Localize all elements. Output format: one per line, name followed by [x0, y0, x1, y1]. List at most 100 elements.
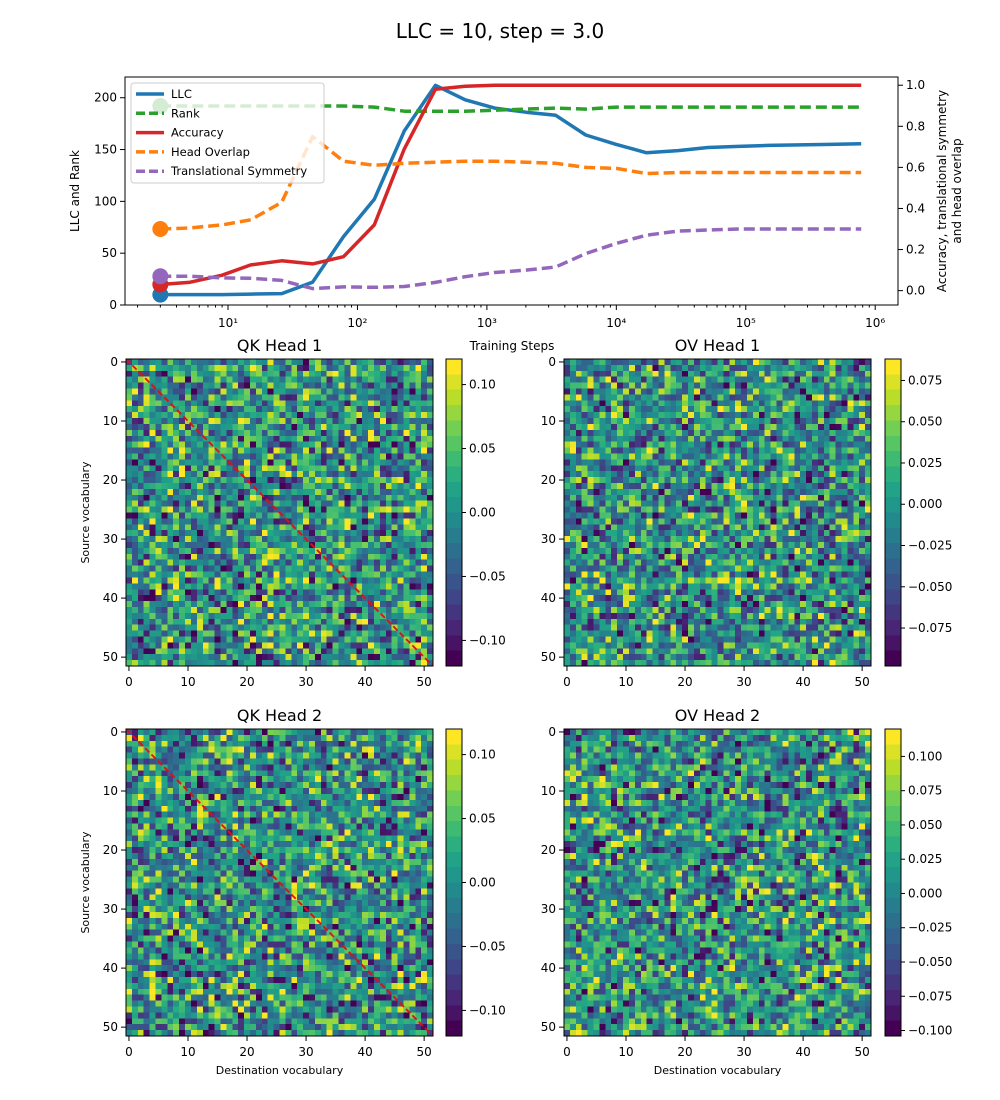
heatmap-cell [811, 542, 819, 549]
heatmap-cell [729, 571, 736, 578]
heatmap-cell [800, 559, 807, 567]
heatmap-cell [338, 524, 345, 531]
heatmap-cell [847, 477, 854, 484]
heatmap-cell [782, 494, 789, 502]
heatmap-cell [238, 565, 245, 572]
heatmap-cell [788, 423, 795, 431]
heatmap-cell [255, 524, 263, 531]
heatmap-cell [605, 506, 612, 513]
heatmap-cell [747, 382, 754, 389]
heatmap-cell [202, 477, 210, 484]
heatmap-cell [569, 423, 577, 431]
heatmap-cell [167, 618, 174, 626]
heatmap-cell [859, 435, 866, 443]
heatmap-cell [238, 453, 245, 460]
heatmap-cell [356, 660, 363, 667]
heatmap-cell [279, 477, 286, 484]
heatmap-cell [226, 370, 233, 378]
heatmap-cell [220, 589, 227, 596]
heatmap-cell [232, 660, 239, 667]
colorbar [446, 359, 462, 667]
heatmap-cell [693, 394, 701, 401]
heatmap-cell [758, 589, 766, 596]
heatmap-cell [693, 595, 701, 602]
heatmap-cell [326, 547, 334, 555]
heatmap-cell [752, 512, 760, 519]
heatmap-cell [362, 423, 369, 431]
heatmap-cell [196, 364, 204, 372]
colorbar-tick-label: −0.10 [469, 633, 506, 647]
heatmap-cell [285, 400, 292, 407]
heatmap-cell [208, 394, 215, 401]
heatmap-cell [285, 394, 292, 401]
heatmap-cell [167, 364, 174, 372]
heatmap-cell [137, 400, 145, 407]
heatmap-cell [403, 595, 410, 602]
heatmap-cell [161, 648, 168, 655]
heatmap-cell [415, 382, 422, 389]
heatmap-cell [149, 595, 156, 602]
heatmap-cell [273, 636, 280, 643]
heatmap-cell [764, 435, 772, 443]
heatmap-cell [267, 488, 274, 496]
heatmap-cell [865, 418, 872, 425]
heatmap-cell [208, 624, 215, 631]
heatmap-cell [332, 500, 339, 507]
heatmap-cell [865, 459, 872, 466]
heatmap-cell [421, 577, 428, 584]
heatmap-cell [776, 406, 783, 413]
heatmap-cell [593, 524, 600, 531]
heatmap-cell [829, 412, 836, 419]
heatmap-cell [699, 547, 707, 555]
heatmap-cell [143, 654, 151, 661]
heatmap-cell [811, 471, 819, 478]
heatmap-cell [368, 471, 375, 478]
heatmap-cell [717, 465, 724, 472]
heatmap-cell [149, 388, 156, 395]
heatmap-cell [770, 359, 777, 366]
heatmap-cell [320, 536, 328, 543]
heatmap-cell [427, 447, 434, 454]
heatmap-cell [320, 406, 328, 413]
heatmap-cell [190, 506, 198, 513]
heatmap-cell [185, 553, 192, 561]
heatmap-cell [279, 559, 286, 567]
heatmap-cell [427, 435, 434, 443]
heatmap-cell [859, 553, 866, 561]
heatmap-cell [758, 488, 766, 496]
heatmap-cell [244, 660, 251, 667]
heatmap-cell [179, 636, 186, 643]
heatmap-cell [770, 577, 777, 584]
heatmap-cell [202, 471, 210, 478]
heatmap-cell [569, 482, 577, 490]
heatmap-cell [693, 547, 701, 555]
heatmap-cell [782, 589, 789, 596]
heatmap-cell [261, 441, 269, 448]
heatmap-cell [344, 648, 351, 655]
heatmap-cell [782, 595, 789, 602]
heatmap-cell [699, 376, 707, 384]
heatmap-cell [658, 547, 665, 555]
heatmap-cell [249, 624, 257, 631]
heatmap-cell [415, 589, 422, 596]
heatmap-cell [747, 512, 754, 519]
heatmap-cell [623, 423, 630, 431]
heatmap-cell [634, 482, 642, 490]
heatmap-cell [255, 530, 263, 537]
heatmap-cell [817, 530, 825, 537]
heatmap-cell [687, 553, 695, 561]
heatmap-cell [788, 435, 795, 443]
heatmap-cell [368, 518, 375, 525]
heatmap-cell [368, 642, 375, 649]
heatmap-cell [415, 565, 422, 572]
heatmap-cell [244, 577, 251, 584]
heatmap-cell [220, 612, 227, 620]
heatmap-cell [291, 654, 298, 661]
heatmap-cell [403, 418, 410, 425]
heatmap-cell [747, 494, 754, 502]
heatmap-cell [865, 494, 872, 502]
heatmap-cell [238, 382, 245, 389]
heatmap-cell [261, 536, 269, 543]
heatmap-cell [373, 595, 381, 602]
heatmap-cell [173, 553, 180, 561]
